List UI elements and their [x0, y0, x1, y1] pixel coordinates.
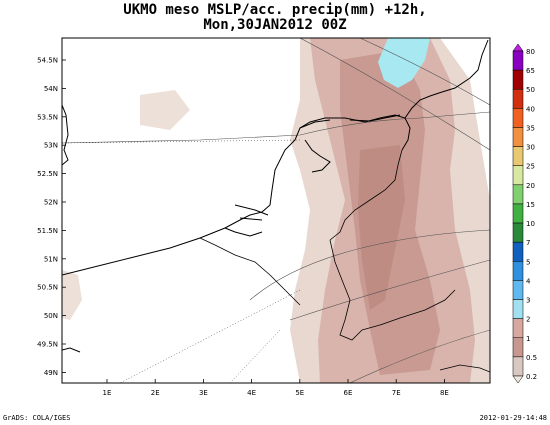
lat-tick-label: 53N: [44, 142, 58, 150]
isobar-line: [349, 329, 490, 383]
lon-tick-label: 5E: [295, 389, 304, 397]
lat-tick-label: 50N: [44, 312, 58, 320]
colorbar-label: 35: [526, 124, 535, 132]
colorbar-swatch: [512, 108, 524, 128]
precip-area-heavy-core: [358, 145, 405, 310]
lon-tick-label: 1E: [103, 389, 112, 397]
colorbar-label: 3: [526, 297, 530, 305]
coastline-islands: [299, 114, 401, 129]
lon-tick-label: 6E: [344, 389, 353, 397]
precip-area-light-southwest: [62, 270, 82, 320]
precip-field: [62, 38, 490, 383]
lon-tick-label: 3E: [199, 389, 208, 397]
border-de-ch: [439, 364, 490, 373]
colorbar-label: 2: [526, 316, 530, 324]
colorbar-label: 15: [526, 201, 535, 209]
footer-credit: GrADS: COLA/IGES: [3, 414, 71, 422]
lat-tick-label: 51N: [44, 255, 58, 263]
colorbar-top-arrow: [512, 43, 524, 52]
colorbar-swatch: [512, 184, 524, 205]
colorbar-swatch: [512, 69, 524, 90]
colorbar-swatch: [512, 50, 524, 71]
lat-tick-label: 49N: [44, 369, 58, 377]
colorbar-label: 0.2: [526, 373, 537, 381]
colorbar-swatch: [512, 241, 524, 262]
colorbar-swatch: [512, 165, 524, 186]
lon-tick-label: 8E: [440, 389, 449, 397]
lat-tick-label: 52N: [44, 199, 58, 207]
longitude-axis: 1E 2E 3E 4E 5E 6E 7E 8E: [103, 379, 449, 397]
border-nl-de: [329, 149, 403, 241]
lon-tick-label: 4E: [247, 389, 256, 397]
lat-tick-label: 54.5N: [37, 57, 58, 65]
country-borders: [199, 149, 490, 373]
colorbar-label: 1: [526, 335, 530, 343]
latitude-axis: 54.5N 54N 53.5N 53N 52.5N 52N 51.5N 51N 50.5N 50N…: [37, 57, 66, 377]
lat-tick-label: 51.5N: [37, 227, 58, 235]
isobar-line: [249, 229, 490, 301]
colorbar-swatch: [512, 261, 524, 281]
map-title-line1: UKMO meso MSLP/acc. precip(mm) +12h,: [123, 2, 427, 18]
colorbar-label: 0.5: [526, 354, 537, 362]
map-title-line2: Mon,30JAN2012 00Z: [203, 17, 347, 33]
colorbar-label: 25: [526, 163, 535, 171]
colorbar-label: 30: [526, 144, 535, 152]
colorbar-label: 65: [526, 67, 535, 75]
coastline-france-west: [62, 347, 81, 353]
precip-area-light-west: [140, 90, 190, 130]
coastline-uk: [62, 104, 69, 166]
lat-tick-label: 50.5N: [37, 284, 58, 292]
graticule-line: [229, 329, 281, 383]
colorbar-label: 20: [526, 182, 535, 190]
colorbar-swatch: [512, 356, 524, 377]
map-frame: [61, 37, 491, 384]
lon-tick-label: 2E: [151, 389, 160, 397]
lon-tick-label: 7E: [392, 389, 401, 397]
graticule-line: [62, 139, 301, 144]
isobars: [62, 38, 490, 383]
graticule-line: [119, 289, 301, 383]
coastline-netherlands: [224, 139, 331, 237]
colorbar-label: 50: [526, 86, 535, 94]
colorbar-bottom-arrow: [512, 375, 524, 384]
isobar-line: [359, 38, 490, 106]
lat-tick-label: 54N: [44, 85, 58, 93]
isobar-line: [299, 38, 490, 151]
colorbar-swatch: [512, 280, 524, 300]
colorbar-swatch: [512, 88, 524, 109]
colorbar-label: 80: [526, 48, 535, 56]
colorbar-swatch: [512, 222, 524, 243]
coastline-denmark: [404, 39, 489, 119]
colorbar-swatch: [512, 337, 524, 358]
colorbar-label: 40: [526, 105, 535, 113]
precip-colorbar: 80 65 50 40 35 30 25 20 15 10 7 5 4 3 2 1 0.5 0.2: [512, 43, 537, 384]
colorbar-label: 10: [526, 220, 535, 228]
coastline-scheldt: [234, 204, 269, 221]
lat-tick-label: 52.5N: [37, 170, 58, 178]
footer-timestamp: 2012-01-29-14:48: [479, 414, 547, 422]
isobar-line: [62, 111, 490, 144]
isobar-line: [289, 259, 490, 321]
lat-tick-label: 49.5N: [37, 341, 58, 349]
lat-tick-label: 53.5N: [37, 113, 58, 121]
graticule: [62, 139, 301, 383]
colorbar-swatch: [512, 127, 524, 147]
precip-area-blue: [378, 38, 430, 88]
border-lux: [329, 239, 363, 341]
colorbar-swatch: [512, 146, 524, 166]
colorbar-swatch: [512, 318, 524, 339]
colorbar-label: 5: [526, 258, 530, 266]
colorbar-swatch: [512, 299, 524, 319]
colorbar-label: 4: [526, 277, 531, 285]
border-fr-de: [361, 289, 456, 331]
border-be-fr: [199, 237, 301, 306]
colorbar-swatch: [512, 203, 524, 224]
colorbar-label: 7: [526, 239, 530, 247]
